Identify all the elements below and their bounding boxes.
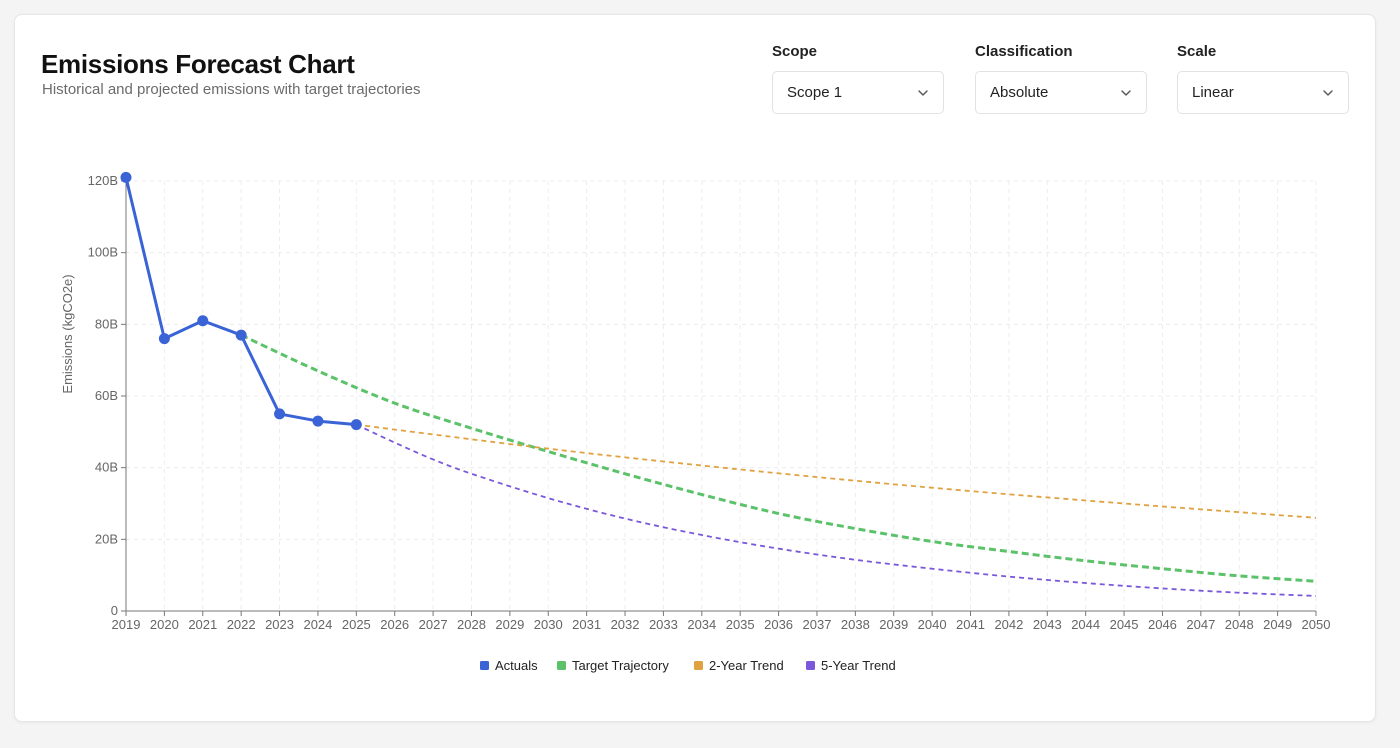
legend-label: Target Trajectory: [572, 658, 669, 673]
x-tick-label: 2031: [572, 617, 601, 632]
x-tick-label: 2039: [879, 617, 908, 632]
actuals-point: [120, 171, 132, 183]
legend-swatch: [806, 661, 815, 670]
actuals-point: [274, 408, 286, 420]
y-tick-label: 120B: [88, 173, 118, 188]
x-tick-label: 2027: [419, 617, 448, 632]
legend-swatch: [557, 661, 566, 670]
y-tick-label: 60B: [95, 388, 118, 403]
scale-label: Scale: [1177, 43, 1217, 60]
actuals-point: [158, 333, 170, 345]
x-tick-label: 2028: [457, 617, 486, 632]
x-tick-label: 2025: [342, 617, 371, 632]
classification-label: Classification: [975, 43, 1073, 60]
scope-label: Scope: [772, 43, 818, 60]
x-tick-label: 2042: [994, 617, 1023, 632]
5-year-trend-series-line: [355, 423, 1317, 597]
classification-control: Classification Absolute: [975, 43, 1147, 114]
scope-select-value: Scope 1: [787, 84, 843, 101]
x-tick-label: 2045: [1110, 617, 1139, 632]
x-tick-label: 2037: [803, 617, 832, 632]
scope-select[interactable]: Scope 1: [772, 71, 944, 114]
y-tick-label: 100B: [88, 245, 118, 260]
x-tick-label: 2030: [534, 617, 563, 632]
classification-select-value: Absolute: [990, 84, 1049, 101]
legend-label: Actuals: [495, 658, 538, 673]
x-tick-label: 2041: [956, 617, 985, 632]
y-axis-title: Emissions (kgCO2e): [60, 274, 75, 393]
x-tick-label: 2034: [687, 617, 716, 632]
x-tick-label: 2020: [150, 617, 179, 632]
x-tick-label: 2049: [1263, 617, 1292, 632]
x-tick-label: 2032: [611, 617, 640, 632]
x-tick-label: 2036: [764, 617, 793, 632]
x-tick-label: 2026: [380, 617, 409, 632]
x-tick-label: 2044: [1071, 617, 1100, 632]
legend-swatch: [694, 661, 703, 670]
x-tick-label: 2035: [726, 617, 755, 632]
x-tick-label: 2038: [841, 617, 870, 632]
page-title: Emissions Forecast Chart: [41, 49, 355, 79]
page-subtitle: Historical and projected emissions with …: [42, 81, 421, 98]
y-tick-label: 20B: [95, 531, 118, 546]
x-tick-label: 2022: [227, 617, 256, 632]
legend-item: Target Trajectory: [557, 658, 669, 673]
chevron-down-icon: [1323, 89, 1333, 96]
scope-control: Scope Scope 1: [772, 43, 944, 114]
x-tick-label: 2050: [1302, 617, 1331, 632]
scale-select[interactable]: Linear: [1177, 71, 1349, 114]
target-trajectory-series-line: [240, 333, 1317, 583]
x-tick-label: 2024: [303, 617, 332, 632]
x-tick-label: 2048: [1225, 617, 1254, 632]
y-tick-label: 80B: [95, 316, 118, 331]
x-tick-label: 2043: [1033, 617, 1062, 632]
x-tick-label: 2047: [1186, 617, 1215, 632]
legend-item: Actuals: [480, 658, 538, 673]
x-tick-label: 2021: [188, 617, 217, 632]
legend-item: 2-Year Trend: [694, 658, 784, 673]
legend-label: 5-Year Trend: [821, 658, 896, 673]
x-tick-label: 2029: [495, 617, 524, 632]
chevron-down-icon: [918, 89, 928, 96]
actuals-point: [197, 315, 209, 327]
2-year-trend-series-line: [356, 423, 1317, 519]
scale-control: Scale Linear: [1177, 43, 1349, 114]
legend-item: 5-Year Trend: [806, 658, 896, 673]
x-tick-label: 2023: [265, 617, 294, 632]
scale-select-value: Linear: [1192, 84, 1234, 101]
chevron-down-icon: [1121, 89, 1131, 96]
legend-swatch: [480, 661, 489, 670]
actuals-point: [350, 419, 362, 431]
x-tick-label: 2040: [918, 617, 947, 632]
actuals-point: [235, 329, 247, 341]
y-tick-label: 0: [111, 603, 118, 618]
y-tick-label: 40B: [95, 460, 118, 475]
x-tick-label: 2046: [1148, 617, 1177, 632]
legend-label: 2-Year Trend: [709, 658, 784, 673]
x-tick-label: 2033: [649, 617, 678, 632]
x-tick-label: 2019: [112, 617, 141, 632]
classification-select[interactable]: Absolute: [975, 71, 1147, 114]
actuals-point: [312, 415, 324, 427]
